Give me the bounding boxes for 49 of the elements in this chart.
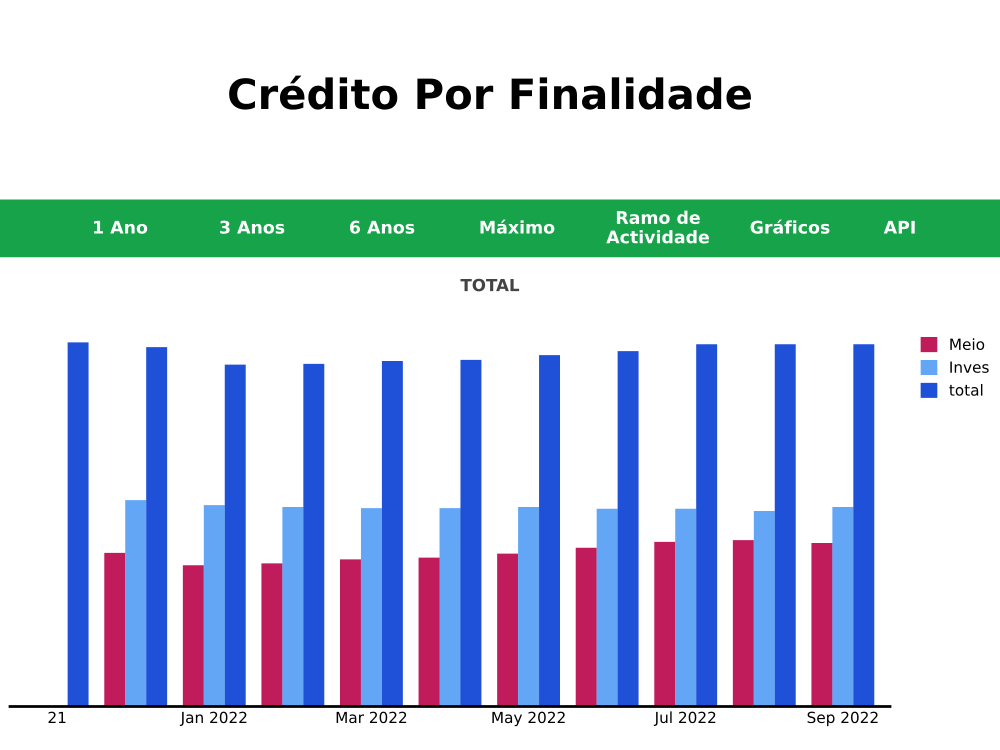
x-tick-label: Jan 2022 (180, 712, 246, 726)
bar (497, 554, 518, 706)
text: Gráficos (750, 220, 830, 234)
bar (832, 506, 854, 706)
bar (576, 548, 597, 706)
text: 1 Ano (94, 220, 148, 234)
x-tick-label: Mar 2022 (336, 712, 406, 724)
legend-label: Meio (950, 338, 984, 350)
x-tick-label: 21 (48, 712, 66, 723)
bar (618, 351, 639, 706)
x-tick-label: Sep 2022 (808, 712, 878, 726)
bar (853, 344, 874, 706)
legend-label: Inves (950, 362, 989, 373)
bar (340, 559, 361, 706)
bar (382, 360, 403, 706)
x-tick-label: Jul 2022 (654, 711, 716, 726)
text: 6 Anos (350, 220, 414, 234)
chart-title: Crédito Por Finalidade (229, 76, 751, 110)
text: Máximo (480, 220, 554, 234)
bar (261, 563, 282, 706)
bar (539, 355, 560, 706)
bar (440, 508, 460, 706)
bar (182, 565, 204, 706)
text: 3 Anos (220, 220, 284, 234)
bar (774, 344, 796, 706)
bar (675, 508, 696, 706)
bar (696, 344, 718, 706)
bar (596, 508, 618, 706)
legend-label: total (949, 384, 982, 396)
bar (104, 552, 126, 706)
bar (811, 543, 832, 706)
chart-subtitle: TOTAL (460, 278, 520, 292)
bar (518, 506, 540, 706)
text: Ramo de Actividade (606, 210, 709, 244)
bar (146, 347, 168, 706)
bar (460, 360, 482, 706)
x-tick-label: May 2022 (492, 712, 565, 726)
bar (224, 364, 246, 706)
bar (68, 342, 89, 706)
bar (754, 510, 775, 706)
bar (204, 505, 225, 706)
bar (418, 558, 440, 706)
text: API (884, 220, 915, 234)
bar (125, 500, 146, 706)
bar (360, 508, 382, 706)
bar (282, 506, 304, 706)
bar (654, 542, 676, 706)
bar (303, 364, 324, 706)
bar (732, 540, 754, 706)
